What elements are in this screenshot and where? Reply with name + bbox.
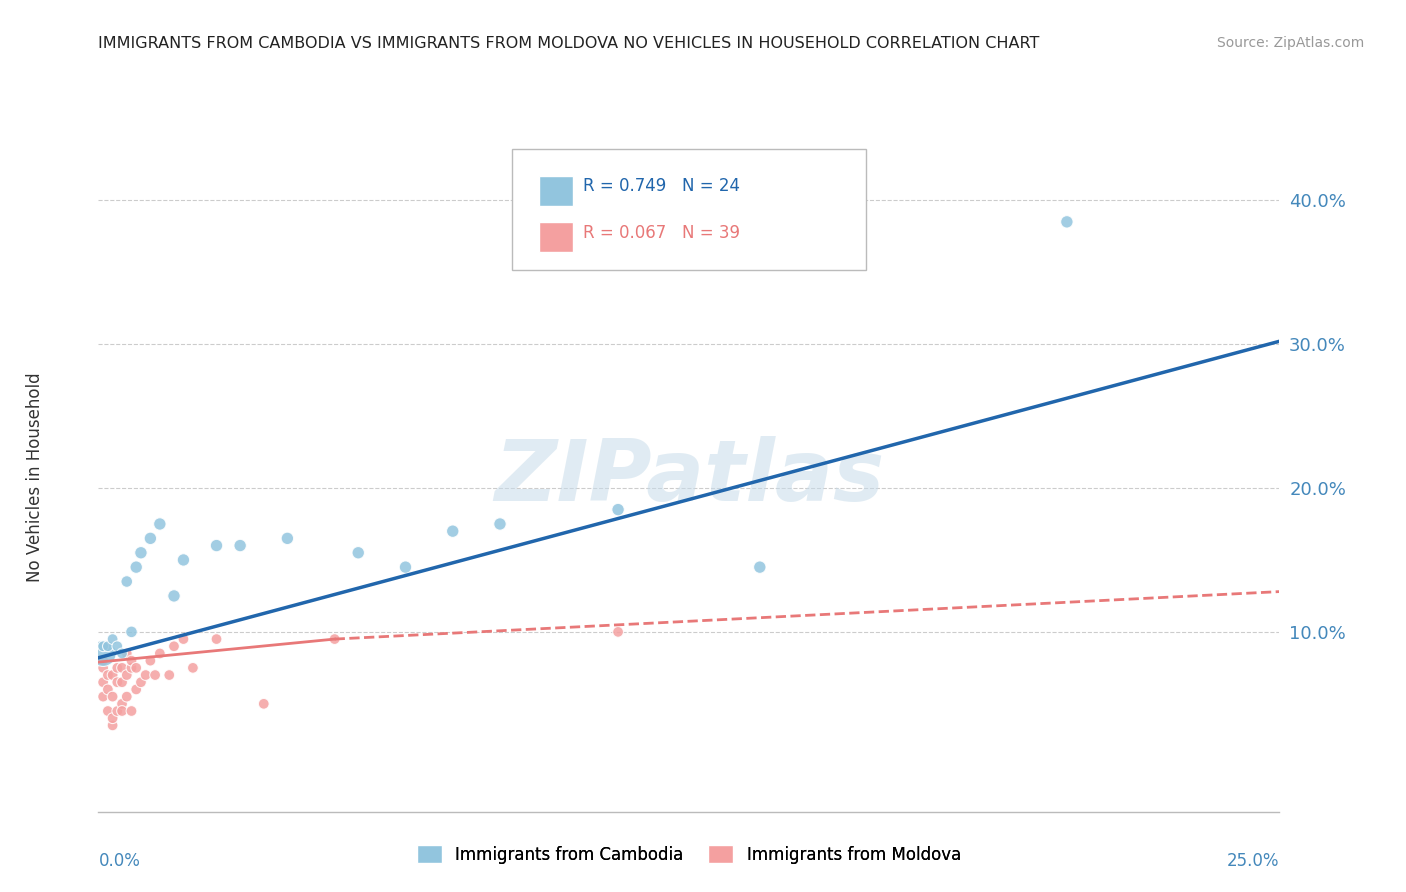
Text: R = 0.749   N = 24: R = 0.749 N = 24	[582, 178, 740, 195]
Point	[205, 632, 228, 646]
Point	[181, 661, 204, 675]
Point	[115, 574, 138, 589]
Text: R = 0.067   N = 39: R = 0.067 N = 39	[582, 224, 740, 242]
Text: Source: ZipAtlas.com: Source: ZipAtlas.com	[1216, 36, 1364, 50]
Point	[125, 661, 148, 675]
Point	[139, 654, 162, 668]
Point	[607, 624, 630, 639]
Point	[125, 560, 148, 574]
Text: 0.0%: 0.0%	[98, 852, 141, 870]
Point	[347, 546, 370, 560]
Point	[115, 647, 138, 661]
Point	[276, 532, 298, 546]
Point	[101, 668, 124, 682]
Point	[111, 675, 134, 690]
Point	[111, 697, 134, 711]
Point	[163, 640, 186, 654]
Point	[121, 624, 143, 639]
Point	[135, 668, 157, 682]
Point	[157, 668, 180, 682]
Point	[105, 661, 128, 675]
Point	[111, 704, 134, 718]
Text: 25.0%: 25.0%	[1227, 852, 1279, 870]
Point	[101, 711, 124, 725]
Point	[253, 697, 276, 711]
Point	[101, 718, 124, 732]
Point	[111, 661, 134, 675]
Point	[97, 704, 120, 718]
Point	[97, 668, 120, 682]
Point	[172, 553, 194, 567]
Point	[105, 704, 128, 718]
FancyBboxPatch shape	[512, 150, 866, 270]
Point	[91, 690, 114, 704]
Point	[323, 632, 346, 646]
Point	[115, 668, 138, 682]
Point	[172, 632, 194, 646]
Point	[101, 632, 124, 646]
Point	[115, 690, 138, 704]
Point	[101, 690, 124, 704]
Point	[394, 560, 416, 574]
Point	[97, 682, 120, 697]
Point	[143, 668, 166, 682]
Point	[111, 647, 134, 661]
Point	[91, 661, 114, 675]
Text: ZIPatlas: ZIPatlas	[494, 435, 884, 519]
Point	[121, 704, 143, 718]
Point	[105, 640, 128, 654]
Point	[91, 675, 114, 690]
Point	[91, 654, 114, 668]
Point	[97, 640, 120, 654]
Legend: Immigrants from Cambodia, Immigrants from Moldova: Immigrants from Cambodia, Immigrants fro…	[411, 838, 967, 871]
Point	[229, 539, 252, 553]
Point	[105, 675, 128, 690]
Point	[121, 654, 143, 668]
Point	[163, 589, 186, 603]
Point	[91, 640, 114, 654]
Point	[121, 661, 143, 675]
Text: No Vehicles in Household: No Vehicles in Household	[27, 372, 44, 582]
Point	[125, 682, 148, 697]
Text: IMMIGRANTS FROM CAMBODIA VS IMMIGRANTS FROM MOLDOVA NO VEHICLES IN HOUSEHOLD COR: IMMIGRANTS FROM CAMBODIA VS IMMIGRANTS F…	[98, 36, 1040, 51]
Point	[149, 516, 172, 531]
Point	[139, 532, 162, 546]
FancyBboxPatch shape	[538, 222, 574, 252]
Point	[748, 560, 770, 574]
Point	[129, 675, 152, 690]
Point	[441, 524, 464, 538]
Point	[607, 502, 630, 516]
Point	[489, 516, 512, 531]
Point	[91, 647, 114, 661]
Point	[129, 546, 152, 560]
Point	[1056, 215, 1078, 229]
Point	[149, 647, 172, 661]
FancyBboxPatch shape	[538, 177, 574, 206]
Point	[205, 539, 228, 553]
